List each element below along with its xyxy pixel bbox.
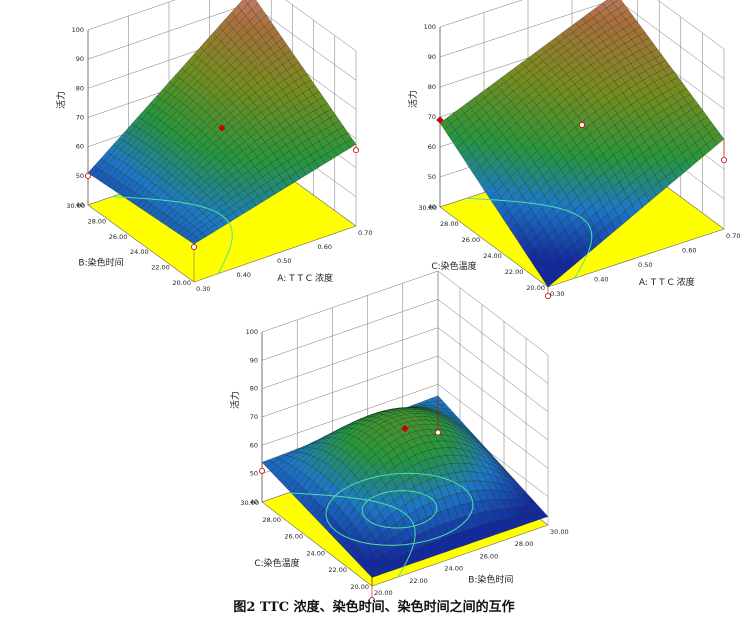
x-tick-label: 28.00 [515, 540, 534, 548]
surface-cell [543, 274, 555, 288]
surface-panel-2: 40 50 60 70 80 90 100 0.30 0.40 0.50 0.60 0.70 20.00… [407, 0, 740, 299]
y-tick-label: 22.00 [328, 566, 347, 574]
y-tick-label: 24.00 [130, 248, 149, 256]
x-tick-label: 20.00 [374, 589, 393, 597]
z-tick-label: 70 [250, 413, 258, 421]
y-tick-label: 26.00 [284, 533, 303, 541]
y-tick-label: 22.00 [505, 268, 524, 276]
contour-line [466, 197, 593, 279]
x-tick-label: 0.30 [196, 285, 210, 293]
x-tick-label: 26.00 [480, 552, 499, 560]
surface-cell [367, 569, 380, 578]
y-tick-label: 20.00 [350, 583, 369, 591]
surface-panel-1: 40 50 60 70 80 90 100 0.30 0.40 0.50 0.60 0.70 20.00… [55, 0, 372, 293]
z-tick-label: 100 [246, 328, 258, 336]
y-axis-label: B:染色时间 [78, 257, 123, 269]
z-tick-label: 40 [250, 498, 258, 506]
z-tick-label: 60 [250, 441, 258, 449]
x-tick-label: 30.00 [550, 528, 569, 536]
z-axis-label: 活力 [229, 391, 241, 409]
x-tick-label: 0.60 [318, 243, 332, 251]
contour-line [361, 490, 438, 529]
z-tick-label: 80 [250, 385, 258, 393]
x-tick-label: 24.00 [444, 565, 463, 573]
x-tick-label: 0.70 [358, 229, 372, 237]
z-tick-label: 100 [72, 26, 84, 34]
y-tick-label: 22.00 [151, 264, 170, 272]
y-tick-label: 28.00 [88, 217, 107, 225]
x-axis-label: B:染色时间 [468, 573, 513, 585]
z-axis-label: 活力 [407, 90, 419, 108]
y-tick-label: 26.00 [109, 233, 128, 241]
y-tick-label: 28.00 [440, 220, 459, 228]
z-tick-label: 50 [250, 470, 258, 478]
contour-line [288, 492, 416, 578]
z-tick-label: 80 [76, 84, 84, 92]
design-point [436, 116, 444, 124]
grid-line [87, 0, 357, 52]
y-tick-label: 24.00 [306, 549, 325, 557]
z-tick-label: 40 [76, 201, 84, 209]
x-tick-label: 0.60 [682, 247, 696, 255]
design-point [579, 122, 586, 129]
y-tick-label: 28.00 [262, 516, 281, 524]
design-point [352, 147, 359, 154]
y-axis-label: C:染色温度 [431, 260, 476, 272]
y-tick-label: 20.00 [526, 284, 545, 292]
surface-panel-3: 40506070809010020.0022.0024.0026.0028.00… [229, 270, 569, 600]
design-point [190, 243, 197, 250]
surface-cell [189, 237, 201, 245]
figure-caption: 图2 TTC 浓度、染色时间、染色时间之间的互作 [233, 600, 515, 615]
design-point [85, 172, 92, 179]
grid-line [439, 0, 725, 50]
z-tick-label: 90 [250, 356, 258, 364]
x-axis-label: A: T T C 浓度 [277, 272, 333, 284]
z-tick-label: 50 [428, 173, 436, 181]
x-tick-label: 22.00 [409, 577, 428, 585]
design-point [218, 124, 226, 132]
y-tick-label: 20.00 [172, 279, 191, 287]
z-axis-label: 活力 [55, 91, 67, 109]
x-tick-label: 0.50 [277, 257, 291, 265]
design-point [258, 467, 265, 474]
z-tick-label: 100 [424, 23, 436, 31]
z-tick-label: 50 [76, 172, 84, 180]
grid-line [261, 327, 549, 412]
contour-line [325, 472, 474, 546]
y-tick-label: 30.00 [66, 202, 85, 210]
z-tick-label: 90 [428, 53, 436, 61]
z-tick-label: 70 [76, 114, 84, 122]
design-point [545, 292, 552, 299]
z-tick-label: 90 [76, 55, 84, 63]
figure-canvas: 40 50 60 70 80 90 100 0.30 0.40 0.50 0.60 0.70 20.00… [55, 0, 740, 600]
y-axis-label: C:染色温度 [254, 557, 299, 569]
x-tick-label: 0.40 [594, 276, 608, 284]
contour-line [112, 196, 233, 274]
z-tick-label: 60 [428, 143, 436, 151]
y-tick-label: 30.00 [240, 499, 259, 507]
y-tick-label: 30.00 [418, 204, 437, 212]
grid-line [261, 299, 549, 384]
z-tick-label: 80 [428, 83, 436, 91]
y-tick-label: 26.00 [462, 236, 481, 244]
y-tick-label: 24.00 [483, 252, 502, 260]
design-point [721, 156, 728, 163]
x-tick-label: 0.30 [550, 290, 564, 298]
x-axis-label: A: T T C 浓度 [639, 276, 695, 288]
grid-line [439, 0, 725, 80]
x-tick-label: 0.40 [237, 271, 251, 279]
design-point [434, 429, 441, 436]
x-tick-label: 0.70 [726, 232, 740, 240]
z-tick-label: 70 [428, 113, 436, 121]
design-point [369, 597, 375, 600]
x-tick-label: 0.50 [638, 261, 652, 269]
design-point [401, 424, 409, 433]
z-tick-label: 40 [428, 203, 436, 211]
z-tick-label: 60 [76, 143, 84, 151]
